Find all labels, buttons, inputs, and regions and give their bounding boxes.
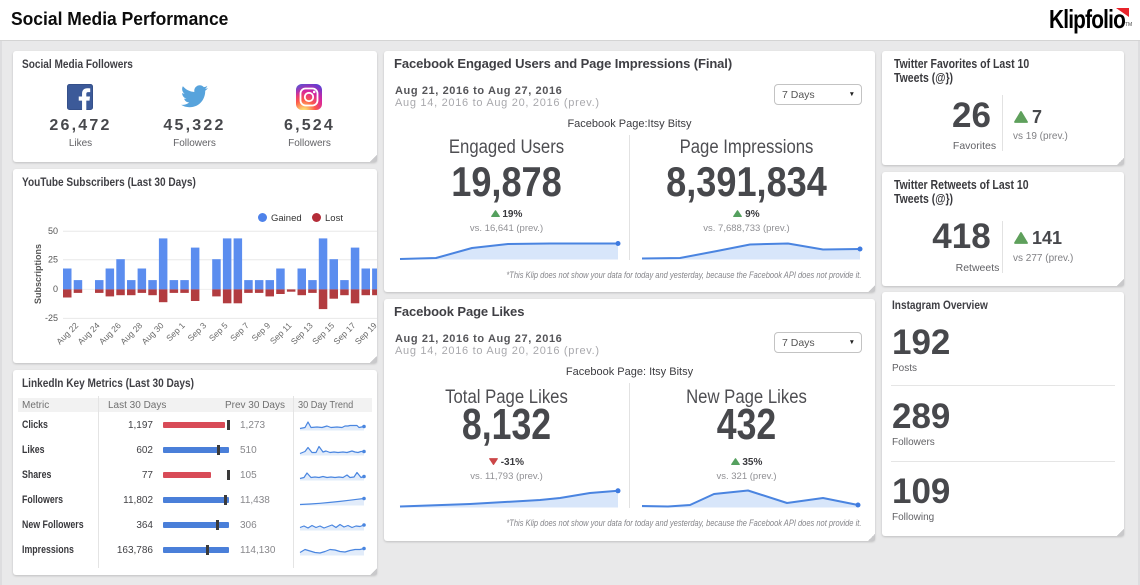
svg-text:Subscriptions: Subscriptions [33, 244, 43, 304]
svg-text:Sep 1: Sep 1 [164, 320, 187, 343]
svg-text:25: 25 [48, 254, 58, 264]
svg-text:Sep 7: Sep 7 [228, 320, 251, 343]
svg-text:Aug 26: Aug 26 [97, 320, 123, 346]
svg-text:Aug 30: Aug 30 [139, 320, 165, 346]
svg-text:Sep 17: Sep 17 [331, 320, 357, 346]
svg-text:Gained: Gained [271, 213, 302, 224]
svg-text:Lost: Lost [325, 213, 343, 224]
svg-text:0: 0 [53, 284, 58, 294]
svg-text:50: 50 [48, 226, 58, 236]
svg-text:-25: -25 [45, 313, 58, 323]
svg-text:Sep 15: Sep 15 [310, 320, 336, 346]
svg-text:Sep 5: Sep 5 [207, 320, 230, 343]
svg-text:Sep 19: Sep 19 [353, 320, 377, 346]
svg-text:Aug 22: Aug 22 [54, 320, 80, 346]
svg-text:Sep 3: Sep 3 [185, 320, 208, 343]
svg-text:Aug 28: Aug 28 [118, 320, 144, 346]
svg-text:Sep 13: Sep 13 [289, 320, 315, 346]
svg-text:Sep 11: Sep 11 [268, 320, 294, 346]
svg-text:Aug 24: Aug 24 [75, 320, 101, 346]
